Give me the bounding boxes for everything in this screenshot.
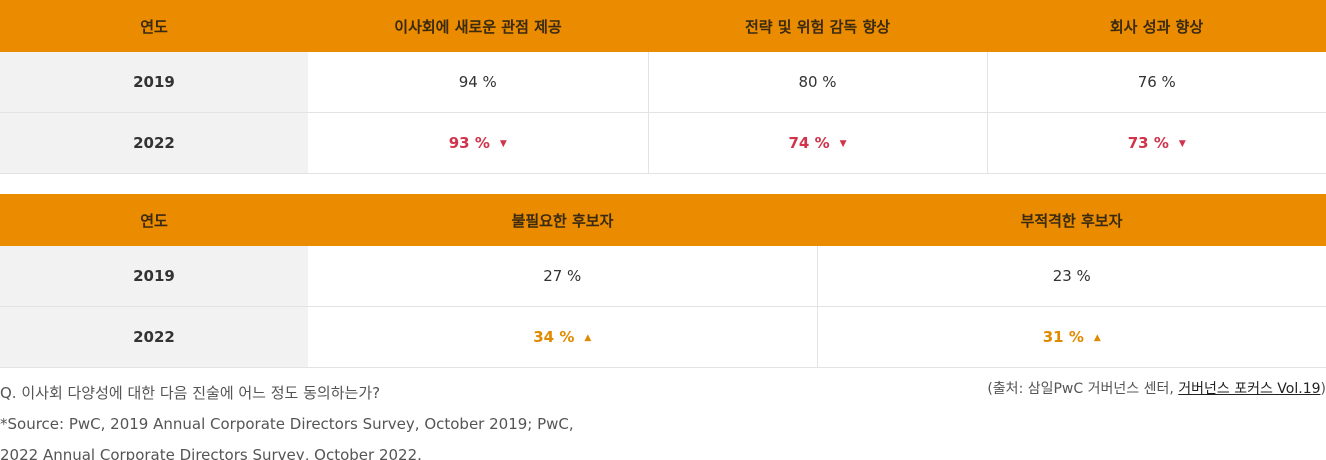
table1-header-company-performance: 회사 성과 향상: [987, 0, 1326, 52]
arrow-down-icon: ▼: [1178, 139, 1186, 149]
year-cell: 2019: [0, 52, 308, 113]
year-cell: 2022: [0, 112, 308, 174]
table-row: 2019 94 % 80 % 76 %: [0, 52, 1326, 113]
table1-header-new-perspective: 이사회에 새로운 관점 제공: [308, 0, 648, 52]
decrease-value: 74 %: [788, 134, 830, 152]
source-note-line-1: *Source: PwC, 2019 Annual Corporate Dire…: [0, 415, 574, 433]
table2-header-row: 연도 불필요한 후보자 부적격한 후보자: [0, 194, 1326, 246]
source-suffix: ): [1320, 381, 1326, 397]
decrease-value: 93 %: [448, 134, 490, 152]
value-cell: 27 %: [308, 246, 817, 307]
table1-header-strategy-oversight: 전략 및 위험 감독 향상: [648, 0, 987, 52]
value-cell: 76 %: [986, 52, 1326, 113]
table2-header-year: 연도: [0, 194, 308, 246]
value-cell: 23 %: [816, 246, 1326, 307]
increase-value: 34 %: [533, 328, 575, 346]
arrow-up-icon: ▲: [584, 333, 592, 343]
source-link[interactable]: 거버넌스 포커스 Vol.19: [1178, 381, 1321, 397]
table1-header-row: 연도 이사회에 새로운 관점 제공 전략 및 위험 감독 향상 회사 성과 향상: [0, 0, 1326, 52]
table2-header-unqualified-candidates: 부적격한 후보자: [817, 194, 1326, 246]
value-cell: 31 % ▲: [816, 306, 1326, 368]
arrow-up-icon: ▲: [1093, 333, 1101, 343]
survey-note: Q. 이사회 다양성에 대한 다음 진술에 어느 정도 동의하는가? *Sour…: [0, 378, 720, 460]
source-credit: (출처: 삼일PwC 거버넌스 센터, 거버넌스 포커스 Vol.19): [987, 378, 1326, 400]
table-spacer: [0, 174, 1326, 194]
diversity-table-2: 연도 불필요한 후보자 부적격한 후보자 2019 27 % 23 % 2022…: [0, 194, 1326, 368]
table-row: 2019 27 % 23 %: [0, 246, 1326, 307]
table-row: 2022 34 % ▲ 31 % ▲: [0, 306, 1326, 368]
diversity-table-1: 연도 이사회에 새로운 관점 제공 전략 및 위험 감독 향상 회사 성과 향상…: [0, 0, 1326, 174]
table-footer: Q. 이사회 다양성에 대한 다음 진술에 어느 정도 동의하는가? *Sour…: [0, 368, 1326, 460]
value-cell: 80 %: [647, 52, 987, 113]
table1-header-year: 연도: [0, 0, 308, 52]
year-cell: 2019: [0, 246, 308, 307]
arrow-down-icon: ▼: [839, 139, 847, 149]
value-cell: 34 % ▲: [308, 306, 817, 368]
table-row: 2022 93 % ▼ 74 % ▼ 73 % ▼: [0, 112, 1326, 174]
value-cell: 73 % ▼: [986, 112, 1326, 174]
increase-value: 31 %: [1042, 328, 1084, 346]
value-cell: 93 % ▼: [308, 112, 648, 174]
source-prefix: (출처: 삼일PwC 거버넌스 센터,: [987, 381, 1179, 397]
value-cell: 94 %: [308, 52, 648, 113]
survey-question: Q. 이사회 다양성에 대한 다음 진술에 어느 정도 동의하는가?: [0, 384, 381, 402]
table2-header-unnecessary-candidates: 불필요한 후보자: [308, 194, 817, 246]
value-cell: 74 % ▼: [647, 112, 987, 174]
year-cell: 2022: [0, 306, 308, 368]
source-note-line-2: 2022 Annual Corporate Directors Survey, …: [0, 446, 422, 460]
arrow-down-icon: ▼: [499, 139, 507, 149]
decrease-value: 73 %: [1127, 134, 1169, 152]
